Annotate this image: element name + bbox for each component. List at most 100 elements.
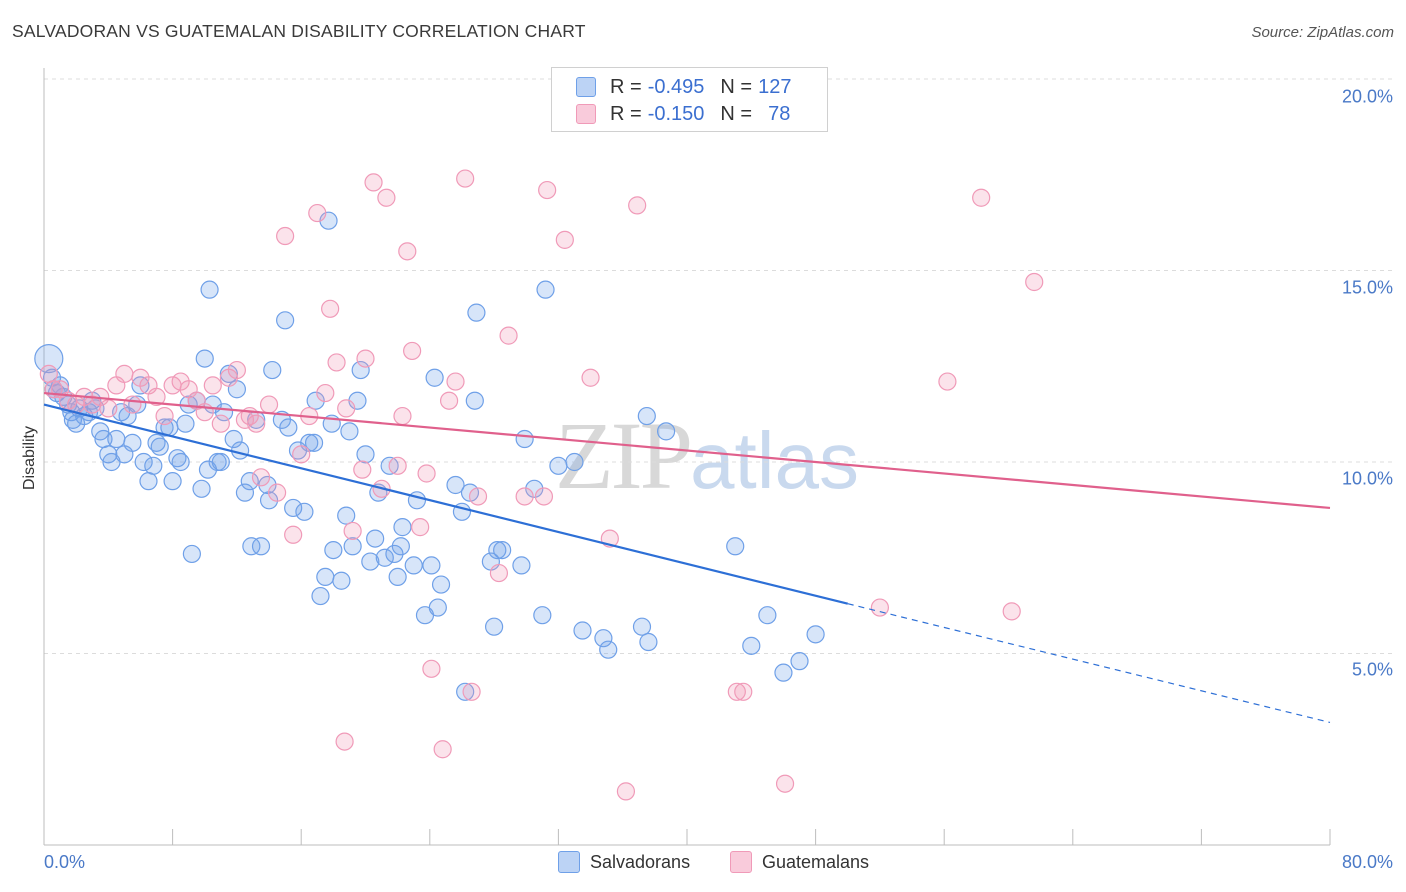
- guatemalan-point: [39, 364, 58, 384]
- series-legend-guatemalans[interactable]: Guatemalans: [730, 851, 869, 873]
- salvadoran-point: [806, 625, 825, 644]
- salvadoran-point: [311, 586, 330, 606]
- salvadoran-point: [742, 636, 761, 655]
- series-swatch-guatemalans: [730, 851, 752, 873]
- guatemalan-point: [403, 341, 422, 361]
- legend-r-value: -0.150: [647, 102, 705, 125]
- legend-n-value: 78: [768, 102, 791, 125]
- series-label-salvadorans: Salvadorans: [590, 851, 691, 872]
- salvadoran-point: [465, 391, 484, 410]
- salvadoran-point: [107, 429, 126, 449]
- salvadoran-point: [391, 537, 410, 556]
- y-tick-label: 5.0%: [1351, 659, 1393, 680]
- legend-row-salvadorans: R = -0.495 N = 127: [576, 75, 791, 99]
- guatemalan-point: [364, 173, 383, 192]
- guatemalan-point: [115, 364, 134, 384]
- salvadoran-point: [34, 343, 64, 374]
- guatemalan-point: [276, 226, 295, 246]
- salvadoran-point: [200, 280, 219, 299]
- salvadoran-point: [356, 445, 375, 464]
- salvadoran-point: [182, 544, 201, 564]
- salvadoran-point: [171, 452, 190, 472]
- guatemalan-point: [734, 682, 753, 701]
- salvadoran-point: [425, 368, 444, 387]
- guatemalan-point: [456, 169, 475, 188]
- salvadoran-point: [758, 606, 777, 625]
- guatemalan-point: [1002, 602, 1021, 621]
- legend-swatch-guatemalans: [576, 104, 596, 124]
- x-tick-label-min: 0.0%: [44, 852, 86, 872]
- guatemalan-point: [938, 372, 957, 391]
- salvadoran-point: [242, 537, 261, 556]
- guatemalan-point: [377, 188, 396, 207]
- salvadoran-point: [224, 429, 243, 449]
- guatemalan-point: [123, 395, 142, 414]
- guatemalan-point: [468, 487, 488, 506]
- salvadoran-point: [279, 418, 298, 437]
- salvadoran-point: [240, 472, 259, 491]
- guatemalan-point: [538, 180, 557, 200]
- guatemalan-point: [155, 406, 174, 426]
- salvadoran-point: [428, 598, 447, 617]
- guatemalan-point: [335, 732, 354, 751]
- guatemalan-point: [356, 349, 375, 368]
- y-tick-label: 15.0%: [1341, 277, 1393, 298]
- salvadoran-point: [422, 556, 441, 575]
- guatemalan-point: [99, 399, 118, 418]
- guatemalan-point: [292, 445, 311, 464]
- salvadoran-point: [134, 452, 153, 472]
- guatemalan-point: [515, 487, 534, 506]
- guatemalan-point: [439, 391, 459, 410]
- salvadoran-point: [573, 621, 592, 640]
- salvadoran-point: [565, 452, 584, 472]
- salvadoran-point: [533, 606, 552, 625]
- guatemalan-point: [616, 782, 636, 801]
- guatemalan-point: [581, 368, 600, 387]
- salvadoran-point: [774, 663, 793, 682]
- y-tick-label: 20.0%: [1341, 86, 1393, 107]
- salvadoran-point: [351, 360, 370, 380]
- salvadoran-point: [599, 640, 618, 659]
- salvadoran-point: [493, 540, 512, 560]
- guatemalan-point: [284, 525, 303, 544]
- salvadoran-point: [525, 479, 544, 498]
- guatemalan-point: [534, 487, 554, 506]
- legend-n-label: N =: [720, 75, 753, 98]
- series-legend-salvadorans[interactable]: Salvadorans: [558, 851, 690, 873]
- guatemalan-point: [422, 659, 441, 678]
- salvadoran-point: [144, 456, 163, 475]
- salvadoran-point: [316, 567, 335, 587]
- salvadoran-point: [284, 498, 303, 518]
- watermark-zip: ZIP: [555, 402, 693, 509]
- guatemalan-point: [327, 353, 346, 372]
- salvadoran-point: [251, 537, 271, 556]
- salvadoran-point: [163, 472, 182, 491]
- salvadoran-point: [211, 452, 230, 472]
- guatemalan-point: [499, 326, 518, 345]
- guatemalan-point: [972, 188, 991, 207]
- guatemalan-point: [433, 740, 452, 759]
- guatemalan-point: [727, 682, 746, 701]
- guatemalan-point: [417, 464, 436, 483]
- legend-r-label: R =: [610, 102, 642, 125]
- source-label: Source: ZipAtlas.com: [1251, 24, 1394, 41]
- salvadoran-point: [446, 475, 465, 495]
- guatemalan-point: [343, 521, 362, 541]
- salvadoran-point: [332, 571, 351, 590]
- salvadoran-point: [549, 456, 568, 475]
- salvadoran-point: [488, 540, 507, 560]
- guatemalan-point: [259, 395, 279, 414]
- salvadoran-point: [657, 422, 676, 441]
- guatemalan-point: [337, 399, 356, 418]
- guatemalan-point: [628, 196, 647, 215]
- salvadoran-point: [431, 575, 451, 594]
- guatemalan-point: [388, 456, 407, 475]
- guatemalan-point: [870, 598, 890, 617]
- salvadoran-point: [467, 303, 486, 322]
- salvadoran-point: [594, 629, 613, 648]
- guatemalan-point: [462, 682, 481, 701]
- salvadoran-point: [263, 360, 282, 380]
- salvadoran-point: [295, 502, 314, 521]
- guatemalan-point: [446, 372, 465, 391]
- guatemalan-point: [411, 518, 430, 537]
